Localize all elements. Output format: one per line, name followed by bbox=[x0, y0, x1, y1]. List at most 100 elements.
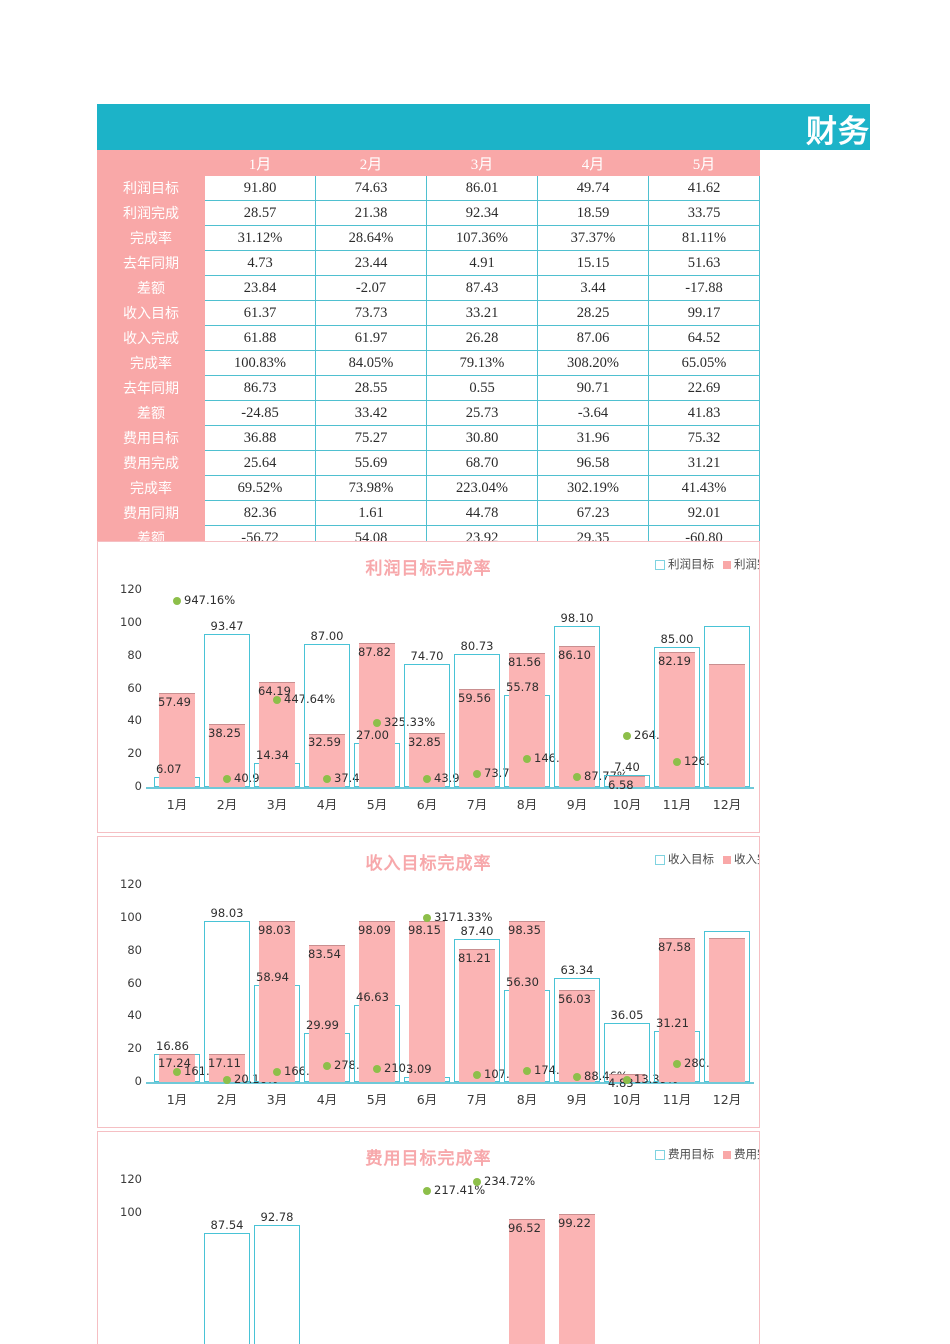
table-cell: 64.52 bbox=[648, 325, 760, 351]
table-row: 完成率 69.52% 73.98% 223.04% 302.19% 41.43% bbox=[97, 475, 760, 501]
chart-legend-expense[interactable]: 费用目标 费用完成 bbox=[655, 1146, 759, 1162]
table-row-label: 费用同期 bbox=[97, 500, 205, 526]
rate-dot-marker[interactable] bbox=[423, 913, 431, 922]
bar-actual-value-label: 98.15 bbox=[408, 922, 441, 937]
chart-legend-profit[interactable]: 利润目标 利润完成 bbox=[655, 556, 759, 572]
rate-value-label: 325.33% bbox=[384, 714, 436, 729]
table-header-row: 1月 2月 3月 4月 5月 bbox=[97, 150, 760, 176]
legend-label-target: 收入目标 bbox=[668, 852, 714, 866]
rate-dot-marker[interactable] bbox=[173, 597, 181, 606]
x-axis-category-label: 5月 bbox=[366, 1092, 388, 1107]
bar-actual[interactable] bbox=[509, 920, 545, 1082]
rate-dot-marker[interactable] bbox=[473, 1177, 481, 1186]
chart-bar-group: 98.10 86.10 87.77% bbox=[552, 590, 628, 787]
table-cell: 31.96 bbox=[537, 425, 649, 451]
bar-target[interactable] bbox=[254, 1224, 300, 1344]
table-cell: 81.11% bbox=[648, 225, 760, 251]
x-axis-category-label: 12月 bbox=[712, 1092, 742, 1107]
y-axis-tick-label: 120 bbox=[120, 877, 142, 891]
bar-actual[interactable] bbox=[659, 938, 695, 1082]
table-cell: 37.37% bbox=[537, 225, 649, 251]
rate-dot-marker[interactable] bbox=[673, 758, 681, 767]
x-axis-category-label: 4月 bbox=[316, 1092, 338, 1107]
legend-item-target: 费用目标 bbox=[655, 1146, 714, 1162]
bar-actual[interactable] bbox=[409, 920, 445, 1082]
rate-dot-marker[interactable] bbox=[423, 774, 431, 783]
bar-actual[interactable] bbox=[159, 1053, 195, 1082]
financial-data-table-wrapper: 1月 2月 3月 4月 5月 利润目标 91.80 74.63 86.01 49.74 41.62… bbox=[97, 150, 760, 551]
table-body: 利润目标 91.80 74.63 86.01 49.74 41.62 利润完成 28.57 21… bbox=[97, 175, 760, 551]
bar-target-value-label: 36.05 bbox=[610, 1007, 644, 1022]
table-cell: 28.25 bbox=[537, 300, 649, 326]
y-axis-tick-label: 60 bbox=[127, 975, 142, 990]
bar-actual[interactable] bbox=[559, 1214, 595, 1344]
bar-actual[interactable] bbox=[559, 990, 595, 1082]
chart-bar-group bbox=[302, 1180, 352, 1344]
rate-dot-marker[interactable] bbox=[623, 732, 631, 741]
bar-actual-value-label: 6.58 bbox=[608, 778, 634, 793]
rate-dot-marker[interactable] bbox=[473, 1071, 481, 1080]
bar-actual[interactable] bbox=[259, 921, 295, 1082]
y-axis-tick-label: 80 bbox=[127, 942, 142, 957]
table-row: 收入目标 61.37 73.73 33.21 28.25 99.17 bbox=[97, 300, 760, 326]
chart-bar-group: 31.21 87.58 280.6 bbox=[652, 885, 717, 1082]
bar-actual-value-label: 17.11 bbox=[208, 1055, 241, 1070]
rate-dot-marker[interactable] bbox=[173, 1068, 181, 1077]
rate-dot-marker[interactable] bbox=[323, 774, 331, 783]
bar-actual[interactable] bbox=[609, 776, 645, 787]
rate-dot-marker[interactable] bbox=[273, 1068, 281, 1077]
rate-value-label: 3171.33% bbox=[434, 909, 493, 924]
x-axis-line bbox=[146, 1082, 754, 1084]
bar-target-value-label: 93.47 bbox=[210, 618, 244, 633]
rate-dot-marker[interactable] bbox=[373, 1064, 381, 1073]
bar-target-value-label: 46.63 bbox=[356, 990, 389, 1005]
legend-swatch-hollow-icon bbox=[655, 559, 665, 570]
chart-bar-group: 93.47 38.25 40.92% bbox=[202, 590, 278, 787]
bar-actual[interactable] bbox=[159, 692, 195, 787]
rate-dot-marker[interactable] bbox=[523, 1066, 531, 1075]
table-cell: 30.80 bbox=[426, 425, 538, 451]
rate-dot-marker[interactable] bbox=[423, 1187, 431, 1196]
dashboard-title-text: 财务 bbox=[806, 114, 870, 150]
bar-actual[interactable] bbox=[509, 653, 545, 787]
bar-actual-value-label: 86.10 bbox=[558, 647, 591, 662]
bar-target-value-label: 98.10 bbox=[560, 610, 594, 625]
x-axis-category-label: 1月 bbox=[166, 797, 188, 812]
bar-actual-value-label: 96.52 bbox=[508, 1220, 541, 1235]
table-cell: 87.06 bbox=[537, 325, 649, 351]
chart-title-profit: 利润目标完成率 bbox=[365, 559, 492, 579]
rate-dot-marker[interactable] bbox=[623, 1076, 631, 1085]
bar-actual[interactable] bbox=[559, 645, 595, 787]
rate-dot-marker[interactable] bbox=[273, 695, 281, 704]
table-cell: 18.59 bbox=[537, 200, 649, 226]
rate-dot-marker[interactable] bbox=[323, 1061, 331, 1070]
bar-actual[interactable] bbox=[359, 920, 395, 1082]
bar-actual[interactable] bbox=[209, 1053, 245, 1082]
bar-actual[interactable] bbox=[459, 948, 495, 1082]
rate-dot-marker[interactable] bbox=[373, 718, 381, 727]
table-cell: 33.75 bbox=[648, 200, 760, 226]
bar-actual[interactable] bbox=[709, 937, 745, 1082]
bar-actual[interactable] bbox=[509, 1218, 545, 1344]
rate-dot-marker[interactable] bbox=[523, 755, 531, 764]
rate-dot-marker[interactable] bbox=[573, 1073, 581, 1082]
chart-legend-revenue[interactable]: 收入目标 收入完成 bbox=[655, 851, 759, 867]
table-row-label: 差额 bbox=[97, 275, 205, 301]
chart-bar-group: 14.34 64.19 447.64% bbox=[252, 590, 335, 787]
x-axis-category-label: 1月 bbox=[166, 1092, 188, 1107]
table-cell: 31.12% bbox=[204, 225, 316, 251]
chart-bar-group: 36.05 4.83 13.39% bbox=[602, 885, 678, 1090]
table-cell: 67.23 bbox=[537, 500, 649, 526]
bar-target[interactable] bbox=[204, 1233, 250, 1344]
rate-dot-marker[interactable] bbox=[223, 774, 231, 783]
rate-dot-marker[interactable] bbox=[673, 1059, 681, 1068]
bar-actual[interactable] bbox=[309, 944, 345, 1082]
rate-value-label: 217.41% bbox=[434, 1183, 486, 1198]
rate-dot-marker[interactable] bbox=[473, 769, 481, 778]
rate-dot-marker[interactable] bbox=[573, 773, 581, 782]
x-axis-category-label: 9月 bbox=[566, 797, 588, 812]
bar-actual[interactable] bbox=[359, 642, 395, 787]
bar-actual[interactable] bbox=[709, 663, 745, 787]
rate-dot-marker[interactable] bbox=[223, 1076, 231, 1085]
